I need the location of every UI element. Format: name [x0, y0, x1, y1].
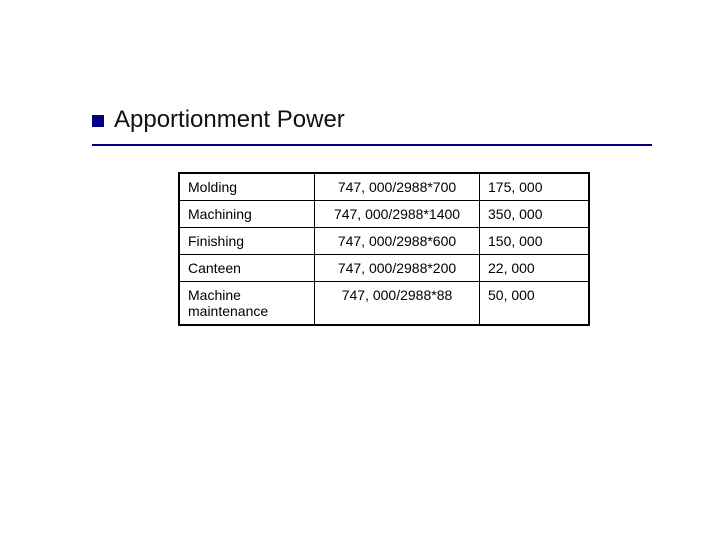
table-row: Finishing 747, 000/2988*600 150, 000 [179, 228, 589, 255]
apportionment-table: Molding 747, 000/2988*700 175, 000 Machi… [178, 172, 590, 326]
cell-label: Finishing [179, 228, 315, 255]
cell-result: 150, 000 [480, 228, 590, 255]
table-row: Molding 747, 000/2988*700 175, 000 [179, 173, 589, 201]
cell-result: 50, 000 [480, 282, 590, 326]
cell-result: 175, 000 [480, 173, 590, 201]
cell-calc: 747, 000/2988*1400 [315, 201, 480, 228]
cell-calc: 747, 000/2988*200 [315, 255, 480, 282]
slide-title: Apportionment Power [114, 106, 345, 134]
title-underline [92, 144, 652, 146]
table-row: Canteen 747, 000/2988*200 22, 000 [179, 255, 589, 282]
cell-calc: 747, 000/2988*700 [315, 173, 480, 201]
cell-result: 350, 000 [480, 201, 590, 228]
title-bullet-icon [92, 115, 104, 127]
cell-label: Machine maintenance [179, 282, 315, 326]
table-row: Machine maintenance 747, 000/2988*88 50,… [179, 282, 589, 326]
cell-calc: 747, 000/2988*600 [315, 228, 480, 255]
cell-calc: 747, 000/2988*88 [315, 282, 480, 326]
cell-label: Canteen [179, 255, 315, 282]
table-row: Machining 747, 000/2988*1400 350, 000 [179, 201, 589, 228]
slide: Apportionment Power Molding 747, 000/298… [0, 0, 720, 540]
title-block: Apportionment Power [92, 106, 345, 134]
cell-label: Molding [179, 173, 315, 201]
cell-label: Machining [179, 201, 315, 228]
cell-result: 22, 000 [480, 255, 590, 282]
